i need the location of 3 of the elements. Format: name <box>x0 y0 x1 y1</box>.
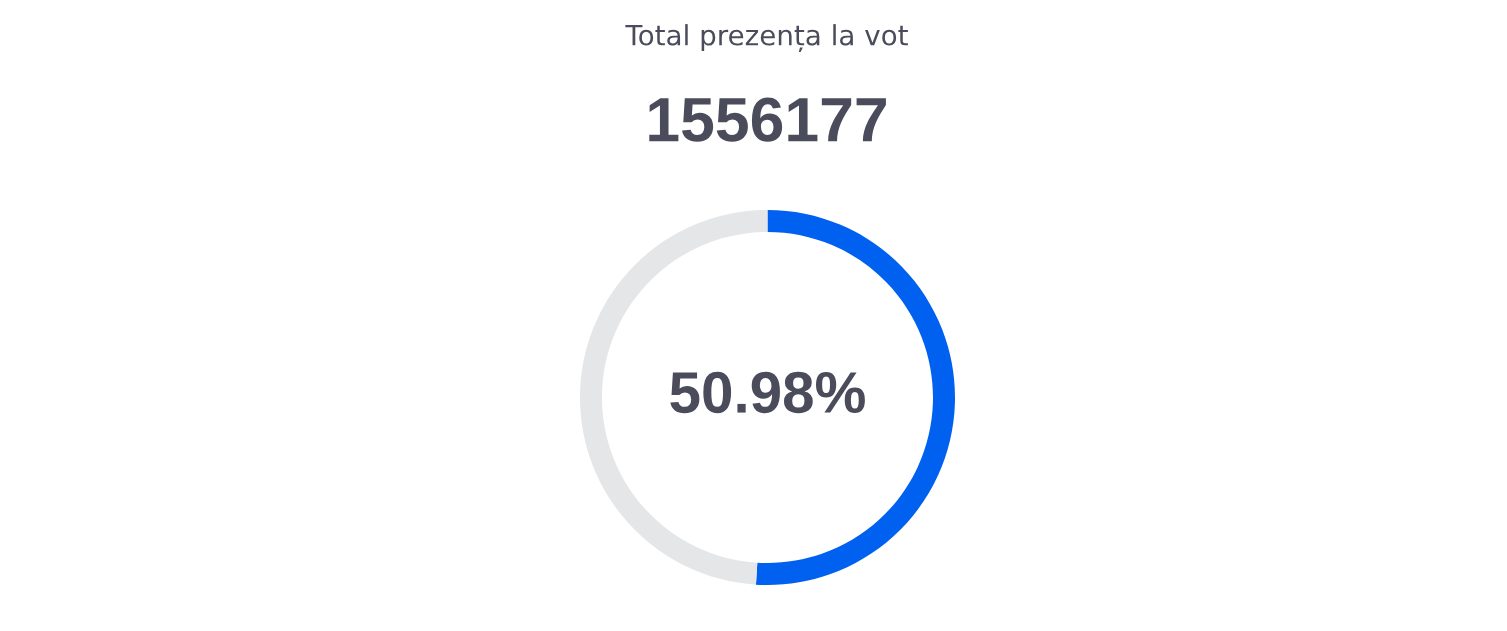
text: 50.98% <box>670 371 865 414</box>
chart-subtitle: 1556177 <box>649 97 886 142</box>
chart-title: Total prezența la vot <box>625 24 908 52</box>
